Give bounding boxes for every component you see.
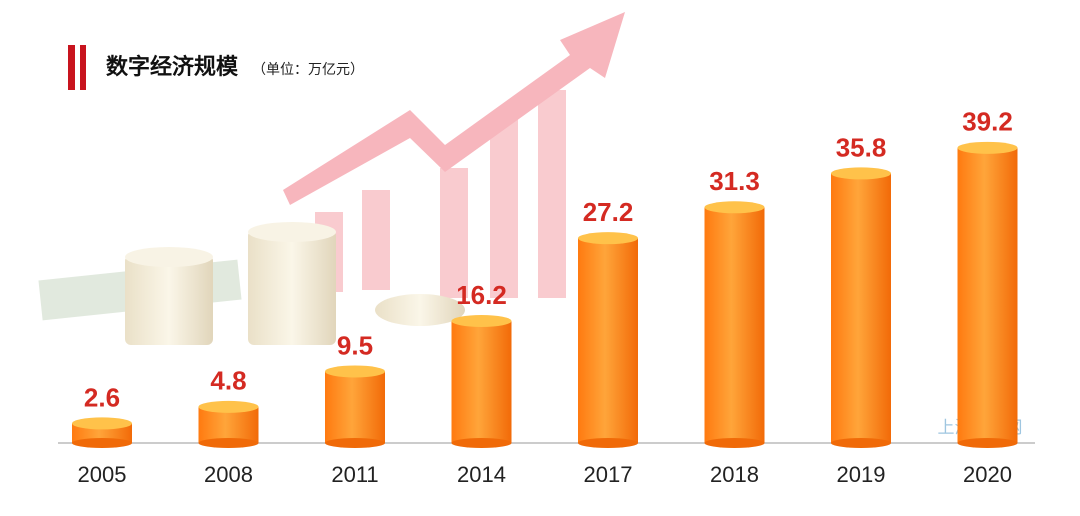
bar (198, 400, 259, 448)
data-label: 27.2 (583, 197, 634, 227)
x-tick-label: 2020 (963, 462, 1012, 487)
bar (578, 232, 638, 448)
x-tick-label: 2018 (710, 462, 759, 487)
title-marker (68, 45, 75, 90)
data-label: 2.6 (84, 382, 120, 412)
bar (831, 167, 891, 448)
bar (957, 141, 1018, 448)
bar (72, 417, 132, 448)
data-label: 35.8 (836, 132, 887, 162)
x-tick-label: 2011 (331, 462, 378, 487)
title-marker (80, 45, 86, 90)
data-label: 9.5 (337, 330, 373, 360)
x-tick-label: 2014 (457, 462, 506, 487)
data-label: 31.3 (709, 166, 760, 196)
x-tick-label: 2017 (584, 462, 633, 487)
chart-title: 数字经济规模 (106, 54, 239, 80)
data-label: 16.2 (456, 280, 507, 310)
bar (325, 365, 385, 448)
bar (704, 201, 765, 448)
chart-subtitle: （单位：万亿元） (252, 62, 364, 78)
data-label: 39.2 (962, 107, 1013, 137)
x-tick-label: 2005 (78, 462, 127, 487)
data-label: 4.8 (210, 366, 246, 396)
bar (451, 315, 512, 448)
background-decoration (38, 12, 625, 345)
x-tick-label: 2008 (204, 462, 253, 487)
x-tick-label: 2019 (837, 462, 886, 487)
